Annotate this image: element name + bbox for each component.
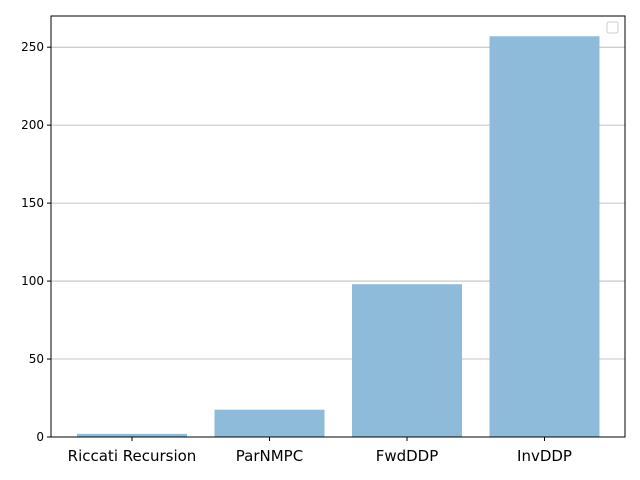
- y-tick-label: 0: [36, 430, 44, 444]
- legend-box: [606, 21, 619, 34]
- x-tick-label: ParNMPC: [236, 447, 303, 465]
- y-axis-ticks: 0 50 100 150 200 250: [21, 40, 51, 444]
- x-tick-label: Riccati Recursion: [68, 447, 197, 465]
- y-tick-label: 100: [21, 274, 44, 288]
- x-tick-label: FwdDDP: [376, 447, 439, 465]
- bar: [352, 284, 462, 437]
- y-tick-label: 150: [21, 196, 44, 210]
- plot-frame: [50, 15, 626, 438]
- bar: [214, 409, 325, 437]
- y-tick-label: 250: [21, 40, 44, 54]
- y-tick-label: 50: [29, 352, 44, 366]
- x-axis-ticks: Riccati Recursion ParNMPC FwdDDP InvDDP: [68, 437, 572, 465]
- bar: [77, 433, 187, 437]
- x-tick-label: InvDDP: [517, 447, 572, 465]
- bar: [489, 36, 600, 437]
- bars: [77, 36, 600, 437]
- y-tick-label: 200: [21, 118, 44, 132]
